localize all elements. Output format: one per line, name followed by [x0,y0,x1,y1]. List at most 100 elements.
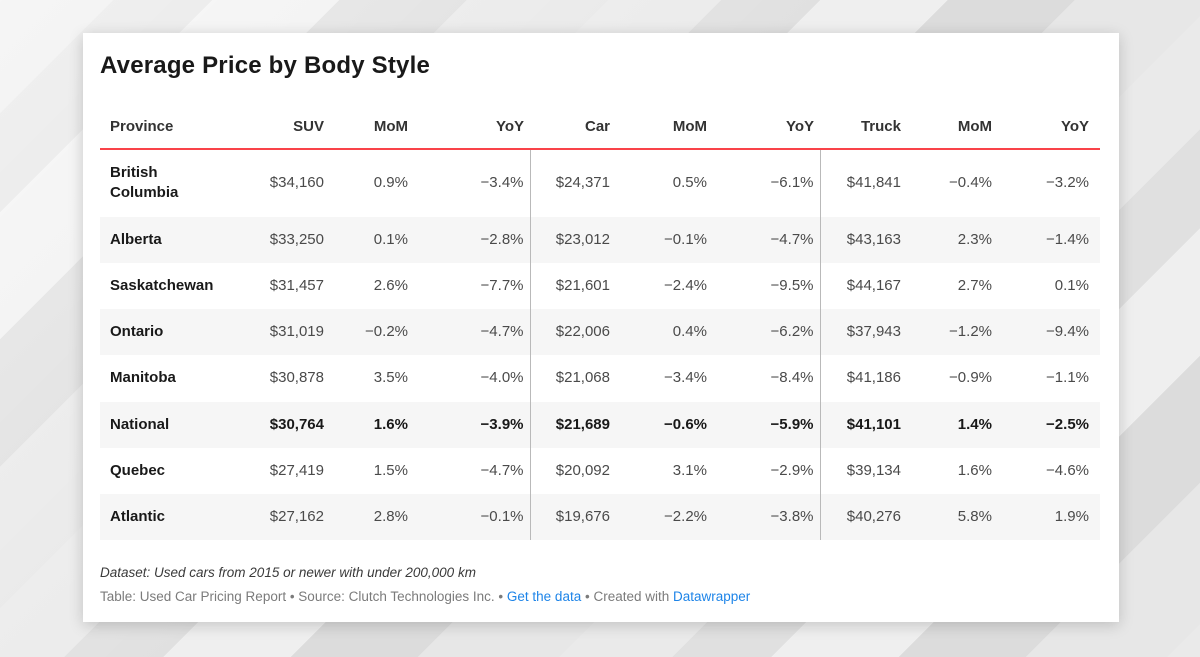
value-cell: −5.9% [770,415,814,433]
value-cell: −3.9% [480,415,524,433]
value-cell: −2.9% [770,461,814,479]
value-cell: 1.5% [373,461,408,479]
value-cell: $41,101 [819,401,907,448]
province-cell: Ontario [110,323,164,340]
value-cell: −3.4% [664,369,707,387]
value-cell: $19,676 [529,494,616,541]
value-cell: −1.4% [1046,230,1089,248]
column-header-mom-5: MoM [616,106,713,150]
value-cell: $30,878 [269,369,324,387]
table-card: Average Price by Body Style Province SUV M… [83,33,1119,622]
value-cell: 1.9% [1054,508,1089,525]
table-body: British Columbia $34,160 0.9% −3.4% $24,371 0… [100,149,1100,541]
datawrapper-link[interactable]: Datawrapper [672,589,751,605]
table-row: Manitoba $30,878 3.5% −4.0% $21,068 −3.4% −8.4… [100,355,1100,402]
value-cell: $21,601 [529,262,616,309]
header-row: Province SUV MoM YoY Car MoM YoY Truck MoM YoY [100,106,1100,150]
value-cell: −0.4% [949,174,992,192]
value-cell: $37,943 [819,309,907,356]
column-header-car-4: Car [530,106,616,150]
value-cell: −3.2% [1046,174,1089,192]
value-cell: −2.4% [664,276,707,294]
value-cell: $44,167 [819,262,907,309]
value-cell: 0.1% [373,230,408,248]
column-header-yoy-3: YoY [414,106,530,150]
credits-line: Table: Used Car Pricing Report • Source:… [100,589,1102,604]
province-cell: Manitoba [110,369,176,387]
province-cell: Atlantic [110,508,166,525]
value-cell: $41,841 [819,149,907,217]
value-cell: 0.4% [672,323,707,340]
value-cell: 1.4% [957,415,992,433]
value-cell: 0.9% [373,174,408,192]
value-cell: −0.1% [480,508,524,525]
value-cell: −4.7% [480,323,524,340]
column-header-mom-2: MoM [330,106,414,150]
table-row: British Columbia $34,160 0.9% −3.4% $24,371 0… [100,149,1100,217]
value-cell: −2.5% [1046,415,1089,433]
column-header-truck-7: Truck [820,106,907,150]
table-row: National $30,764 1.6% −3.9% $21,689 −0.6% −5.9… [100,401,1100,448]
get-the-data-link[interactable]: Get the data [506,589,582,605]
value-cell: 2.7% [957,276,992,294]
column-header-suv-1: SUV [215,106,330,150]
table-row: Alberta $33,250 0.1% −2.8% $23,012 −0.1% −4.7%… [100,216,1100,263]
value-cell: −0.9% [949,369,992,387]
value-cell: 3.5% [373,369,408,387]
value-cell: $27,162 [269,508,324,525]
value-cell: −1.2% [949,323,992,340]
table-row: Atlantic $27,162 2.8% −0.1% $19,676 −2.2% −3.8… [100,494,1100,541]
province-cell: Saskatchewan [110,276,214,294]
value-cell: $22,006 [529,309,616,356]
value-cell: 5.8% [957,508,992,525]
table-row: Saskatchewan $31,457 2.6% −7.7% $21,601 −2.4%… [100,262,1100,309]
value-cell: −4.7% [770,230,814,248]
column-header-yoy-6: YoY [713,106,820,150]
value-cell: $34,160 [269,174,324,192]
page-title: Average Price by Body Style [100,52,430,79]
province-cell: Quebec [110,461,166,479]
price-table: Province SUV MoM YoY Car MoM YoY Truck MoM YoY Br… [100,106,1100,541]
value-cell: $20,092 [529,447,616,494]
value-cell: $23,012 [529,216,616,263]
value-cell: −4.6% [1046,461,1089,479]
value-cell: $27,419 [269,461,324,479]
value-cell: 0.1% [1054,276,1089,294]
value-cell: $33,250 [269,230,324,248]
province-cell: Alberta [110,230,162,248]
value-cell: −3.8% [770,508,814,525]
value-cell: $43,163 [819,216,907,263]
value-cell: −3.4% [480,174,524,192]
value-cell: −0.1% [664,230,707,248]
value-cell: −4.0% [480,369,524,387]
value-cell: −6.1% [770,174,814,192]
value-cell: −8.4% [770,369,814,387]
value-cell: −0.6% [664,415,707,433]
value-cell: $21,068 [529,355,616,402]
value-cell: $31,019 [269,323,324,340]
column-header-yoy-9: YoY [998,106,1100,150]
value-cell: $21,689 [529,401,616,448]
value-cell: −9.5% [770,276,814,294]
credits-text: Table: Used Car Pricing Report • Source:… [100,589,507,605]
value-cell: 3.1% [672,461,707,479]
value-cell: $40,276 [819,494,907,541]
value-cell: $41,186 [819,355,907,402]
value-cell: $39,134 [819,447,907,494]
value-cell: $24,371 [529,149,616,217]
value-cell: $30,764 [269,415,324,433]
value-cell: 2.8% [373,508,408,525]
value-cell: 2.6% [373,276,408,294]
value-cell: −9.4% [1046,323,1089,340]
province-cell: National [110,415,170,433]
value-cell: −4.7% [480,461,524,479]
value-cell: 0.5% [672,174,707,192]
dataset-note: Dataset: Used cars from 2015 or newer wi… [100,565,476,581]
column-header-mom-8: MoM [907,106,998,150]
value-cell: $31,457 [269,276,324,294]
value-cell: 1.6% [373,415,408,433]
value-cell: −6.2% [770,323,814,340]
table-row: Quebec $27,419 1.5% −4.7% $20,092 3.1% −2.9% $3… [100,447,1100,494]
value-cell: 2.3% [957,230,992,248]
table-row: Ontario $31,019 −0.2% −4.7% $22,006 0.4% −6.2%… [100,309,1100,356]
